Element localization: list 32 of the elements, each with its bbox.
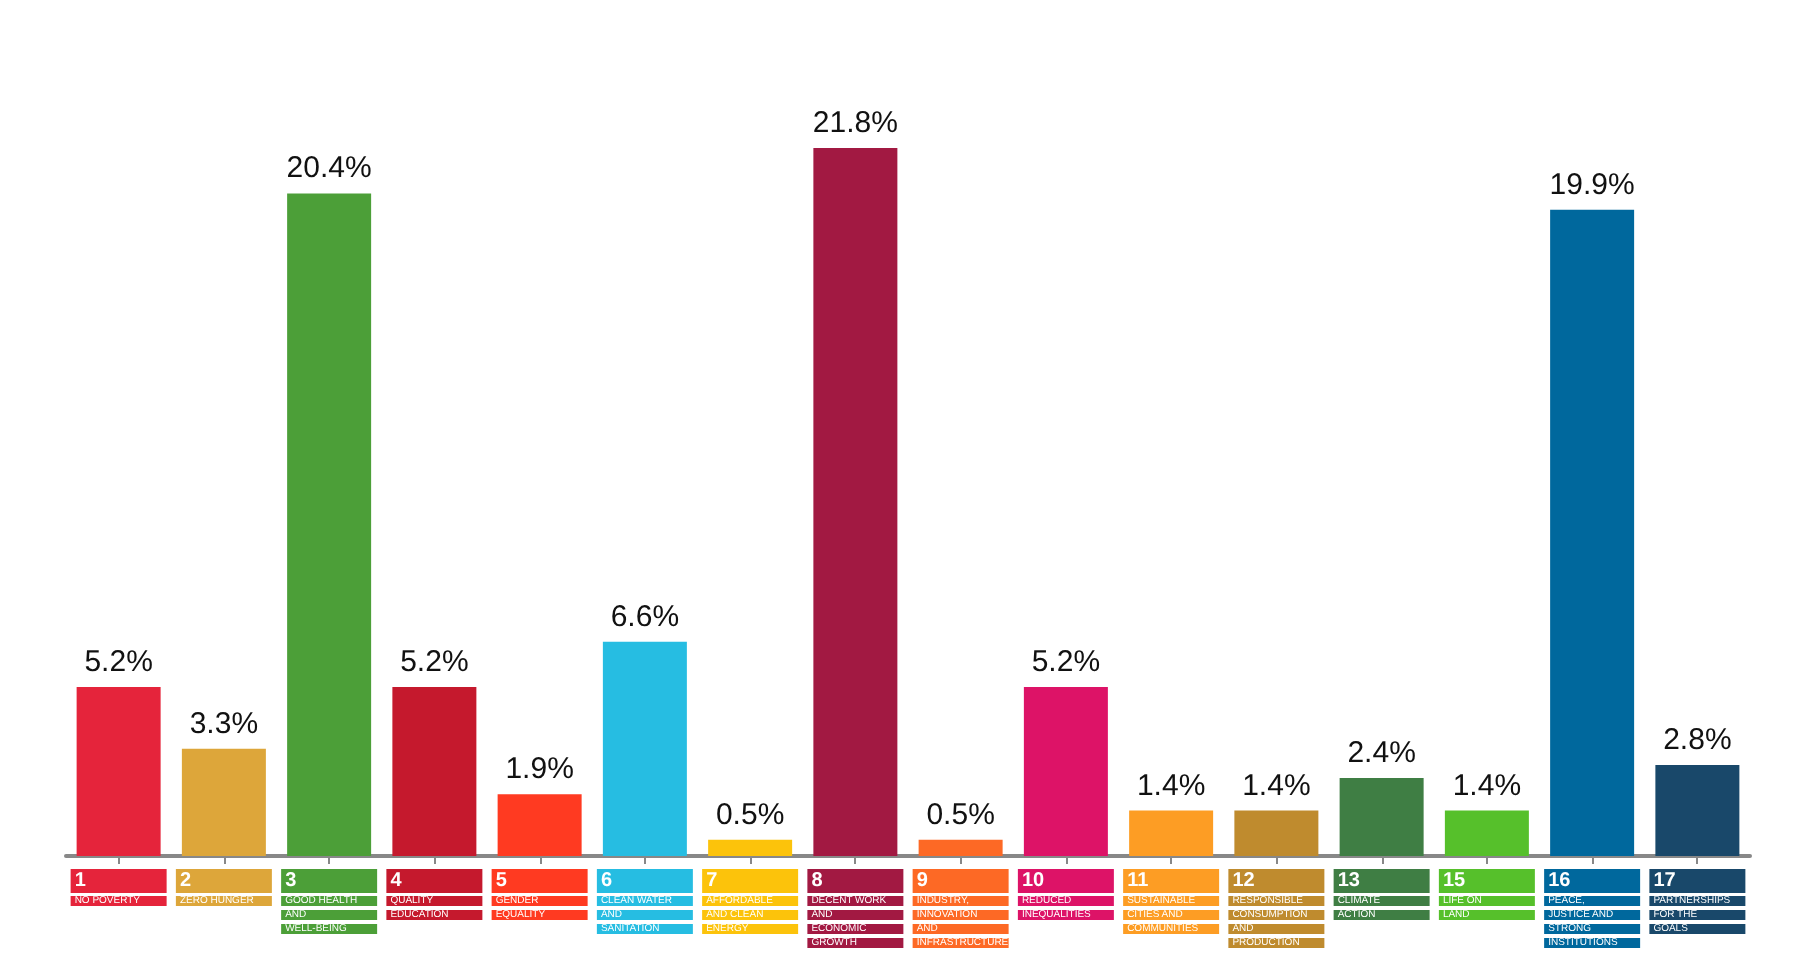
data-label: 20.4%: [286, 151, 372, 186]
data-label: 1.9%: [505, 752, 574, 787]
data-label: 0.5%: [715, 797, 785, 832]
bar: [918, 839, 1003, 856]
data-label: 1.4%: [1136, 768, 1206, 803]
data-label: 2.8%: [1663, 723, 1732, 758]
bar: [708, 839, 793, 856]
bar: [1444, 810, 1529, 856]
bar: [1129, 810, 1214, 856]
data-label: 1.4%: [1242, 768, 1311, 803]
data-label: 5.2%: [84, 645, 153, 680]
bar: [76, 687, 161, 856]
bar: [1234, 810, 1319, 856]
data-label: 1.4%: [1452, 768, 1522, 803]
bar: [497, 794, 582, 856]
data-label: 19.9%: [1549, 167, 1635, 202]
bar: [181, 748, 266, 856]
data-label: 5.2%: [1031, 645, 1101, 680]
data-label: 6.6%: [610, 599, 680, 634]
bar: [602, 641, 687, 856]
data-label: 2.4%: [1347, 736, 1416, 771]
bar: [392, 687, 477, 856]
bar: [1339, 778, 1424, 856]
data-label: 3.3%: [189, 706, 259, 741]
bar: [1023, 687, 1108, 856]
bar: [287, 193, 372, 856]
bar: [813, 147, 898, 856]
data-label: 5.2%: [400, 645, 469, 680]
bar: [1655, 765, 1740, 856]
data-label: 21.8%: [812, 105, 898, 140]
bar: [1550, 209, 1635, 856]
data-label: 0.5%: [926, 797, 995, 832]
